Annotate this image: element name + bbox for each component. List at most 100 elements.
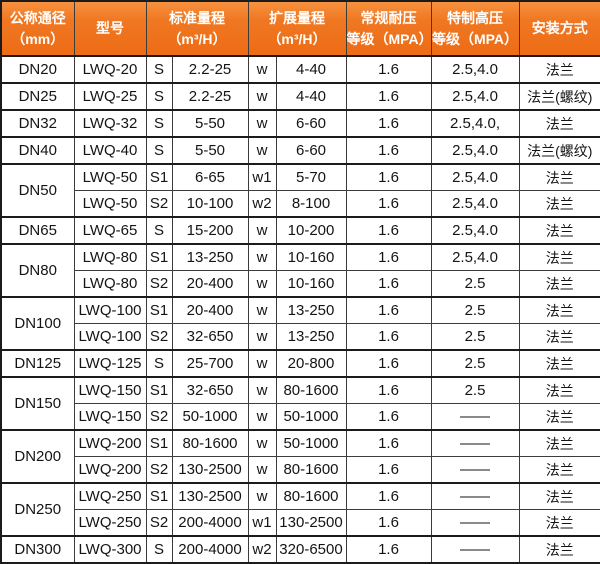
cell-regular-pressure: 1.6 xyxy=(345,296,432,324)
table-row: DN20 LWQ-20 S 2.2-25 w 4-40 1.6 2.5,4.0 … xyxy=(0,55,600,84)
cell-standard-range: 5-50 xyxy=(171,136,249,165)
cell-installation: 法兰 xyxy=(518,216,600,245)
cell-model: LWQ-100 xyxy=(73,323,147,351)
cell-model: LWQ-200 xyxy=(73,429,147,457)
cell-extended-range: 5-70 xyxy=(275,163,347,191)
cell-extended-range: 20-800 xyxy=(275,349,347,378)
cell-s: S xyxy=(145,55,173,84)
cell-extended-range: 50-1000 xyxy=(275,403,347,431)
cell-standard-range: 2.2-25 xyxy=(171,82,249,111)
cell-installation: 法兰 xyxy=(518,243,600,271)
cell-special-pressure: 2.5,4.0 xyxy=(430,216,520,245)
cell-model: LWQ-50 xyxy=(73,163,147,191)
cell-model: LWQ-40 xyxy=(73,136,147,165)
cell-special-pressure: —— xyxy=(430,535,520,564)
table-row: LWQ-50 S2 10-100 w2 8-100 1.6 2.5,4.0 法兰 xyxy=(1,190,600,218)
cell-regular-pressure: 1.6 xyxy=(345,403,432,431)
table-row: DN125 LWQ-125 S 25-700 w 20-800 1.6 2.5 … xyxy=(0,349,600,378)
cell-standard-range: 130-2500 xyxy=(171,456,249,484)
cell-dn: DN300 xyxy=(0,535,75,564)
cell-standard-range: 5-50 xyxy=(171,109,249,138)
table-row: LWQ-200 S2 130-2500 w 80-1600 1.6 —— 法兰 xyxy=(1,456,600,484)
cell-dn: DN150 xyxy=(0,376,75,431)
cell-regular-pressure: 1.6 xyxy=(345,190,432,218)
cell-extended-range: 4-40 xyxy=(275,82,347,111)
cell-s: S1 xyxy=(145,243,173,271)
cell-w: w1 xyxy=(247,163,277,191)
cell-w: w xyxy=(247,243,277,271)
table-row: DN65 LWQ-65 S 15-200 w 10-200 1.6 2.5,4.… xyxy=(0,216,600,245)
header-line: （m³/H） xyxy=(167,30,227,47)
cell-standard-range: 32-650 xyxy=(171,323,249,351)
table-row: DN200 LWQ-200 S1 80-1600 w 50-1000 1.6 —… xyxy=(0,429,600,484)
cell-dn: DN32 xyxy=(0,109,75,138)
cell-special-pressure: —— xyxy=(430,403,520,431)
cell-regular-pressure: 1.6 xyxy=(345,429,432,457)
cell-dn: DN80 xyxy=(0,243,75,298)
cell-regular-pressure: 1.6 xyxy=(345,136,432,165)
cell-installation: 法兰 xyxy=(518,456,600,484)
cell-w: w xyxy=(247,456,277,484)
cell-model: LWQ-250 xyxy=(73,482,147,510)
cell-model: LWQ-100 xyxy=(73,296,147,324)
cell-special-pressure: 2.5,4.0 xyxy=(430,190,520,218)
cell-extended-range: 4-40 xyxy=(275,55,347,84)
header-line: 等级（MPA） xyxy=(346,30,431,47)
cell-standard-range: 2.2-25 xyxy=(171,55,249,84)
table-row: DN40 LWQ-40 S 5-50 w 6-60 1.6 2.5,4.0 法兰… xyxy=(0,136,600,165)
header-line: 特制高压 xyxy=(447,10,503,27)
cell-s: S xyxy=(145,136,173,165)
header-line: 公称通径 xyxy=(9,10,66,27)
cell-s: S1 xyxy=(145,163,173,191)
cell-extended-range: 50-1000 xyxy=(275,429,347,457)
cell-w: w xyxy=(247,482,277,510)
cell-installation: 法兰 xyxy=(518,429,600,457)
cell-special-pressure: —— xyxy=(430,429,520,457)
header-special-pressure: 特制高压 等级（MPA） xyxy=(430,0,520,57)
cell-regular-pressure: 1.6 xyxy=(345,163,432,191)
cell-model: LWQ-80 xyxy=(73,270,147,298)
table-header: 公称通径 （mm） 型号 标准量程 （m³/H） 扩展量程 （m³/H） 常规耐… xyxy=(0,0,600,57)
table-row: LWQ-80 S2 20-400 w 10-160 1.6 2.5 法兰 xyxy=(1,270,600,298)
cell-w: w xyxy=(247,216,277,245)
cell-model: LWQ-65 xyxy=(73,216,147,245)
cell-standard-range: 15-200 xyxy=(171,216,249,245)
table-row: DN32 LWQ-32 S 5-50 w 6-60 1.6 2.5,4.0, 法… xyxy=(0,109,600,138)
cell-regular-pressure: 1.6 xyxy=(345,270,432,298)
table-row: DN50 LWQ-50 S1 6-65 w1 5-70 1.6 2.5,4.0 … xyxy=(0,163,600,218)
table-row: DN100 LWQ-100 S1 20-400 w 13-250 1.6 2.5… xyxy=(0,296,600,351)
cell-extended-range: 6-60 xyxy=(275,136,347,165)
cell-extended-range: 320-6500 xyxy=(275,535,347,564)
cell-s: S1 xyxy=(145,482,173,510)
cell-model: LWQ-300 xyxy=(73,535,147,564)
cell-regular-pressure: 1.6 xyxy=(345,55,432,84)
cell-installation: 法兰(螺纹) xyxy=(518,82,600,111)
cell-extended-range: 6-60 xyxy=(275,109,347,138)
cell-installation: 法兰 xyxy=(518,109,600,138)
cell-dn: DN250 xyxy=(0,482,75,537)
cell-model: LWQ-150 xyxy=(73,376,147,404)
cell-model: LWQ-250 xyxy=(73,509,147,537)
cell-extended-range: 13-250 xyxy=(275,296,347,324)
cell-extended-range: 80-1600 xyxy=(275,456,347,484)
cell-extended-range: 13-250 xyxy=(275,323,347,351)
cell-w: w2 xyxy=(247,535,277,564)
cell-s: S xyxy=(145,535,173,564)
cell-special-pressure: —— xyxy=(430,509,520,537)
cell-dn: DN65 xyxy=(0,216,75,245)
cell-extended-range: 10-160 xyxy=(275,270,347,298)
cell-standard-range: 10-100 xyxy=(171,190,249,218)
header-line: （mm） xyxy=(11,30,65,47)
cell-special-pressure: 2.5,4.0 xyxy=(430,55,520,84)
cell-installation: 法兰(螺纹) xyxy=(518,136,600,165)
cell-special-pressure: 2.5 xyxy=(430,376,520,404)
header-model: 型号 xyxy=(73,0,147,57)
cell-dn: DN200 xyxy=(0,429,75,484)
cell-special-pressure: 2.5,4.0, xyxy=(430,109,520,138)
cell-dn: DN25 xyxy=(0,82,75,111)
cell-dn: DN50 xyxy=(0,163,75,218)
cell-s: S xyxy=(145,82,173,111)
header-line: 等级（MPA） xyxy=(431,30,519,47)
cell-w: w xyxy=(247,403,277,431)
